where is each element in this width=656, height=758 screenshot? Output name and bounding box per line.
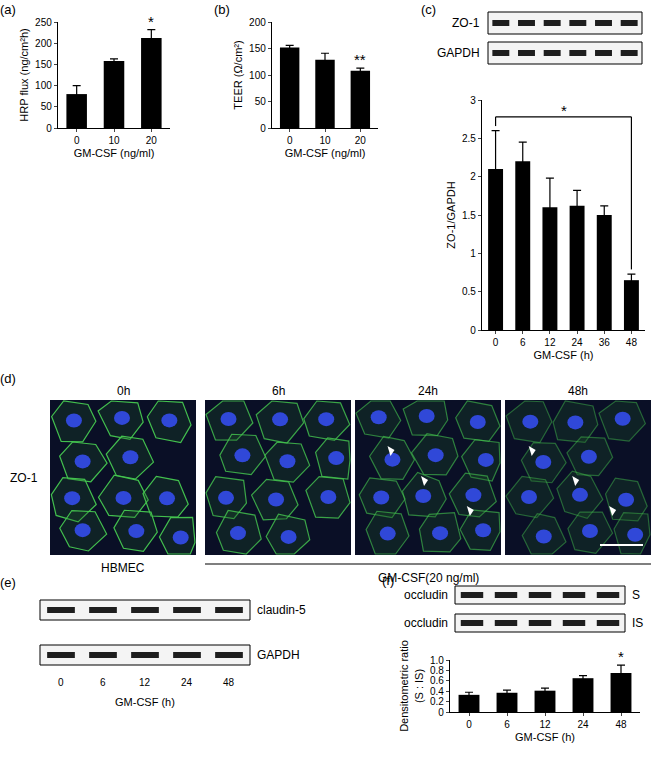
svg-text:20: 20 bbox=[146, 135, 158, 146]
svg-text:TEER (Ω/cm²): TEER (Ω/cm²) bbox=[232, 40, 244, 109]
svg-text:100: 100 bbox=[35, 80, 52, 91]
svg-text:occludin: occludin bbox=[404, 616, 448, 630]
svg-text:24: 24 bbox=[181, 677, 193, 688]
svg-text:24: 24 bbox=[577, 719, 589, 730]
svg-text:1.5: 1.5 bbox=[462, 210, 476, 221]
svg-text:0.8: 0.8 bbox=[430, 665, 444, 676]
svg-text:GM-CSF (h): GM-CSF (h) bbox=[534, 349, 594, 361]
svg-text:2.5: 2.5 bbox=[462, 133, 476, 144]
svg-text:occludin: occludin bbox=[404, 588, 448, 602]
svg-text:0: 0 bbox=[260, 123, 266, 134]
svg-text:HBMEC: HBMEC bbox=[101, 561, 145, 575]
svg-text:**: ** bbox=[354, 51, 366, 68]
svg-text:GM-CSF (ng/ml): GM-CSF (ng/ml) bbox=[285, 147, 366, 159]
svg-text:150: 150 bbox=[35, 59, 52, 70]
svg-text:150: 150 bbox=[249, 43, 266, 54]
svg-text:0: 0 bbox=[287, 135, 293, 146]
svg-text:250: 250 bbox=[35, 17, 52, 28]
svg-text:20: 20 bbox=[355, 135, 367, 146]
svg-text:*: * bbox=[561, 102, 567, 119]
svg-text:24h: 24h bbox=[418, 384, 438, 398]
svg-text:36: 36 bbox=[599, 337, 611, 348]
svg-text:12: 12 bbox=[139, 677, 151, 688]
svg-text:0.6: 0.6 bbox=[430, 675, 444, 686]
svg-text:ZO-1: ZO-1 bbox=[10, 471, 38, 485]
svg-text:1: 1 bbox=[470, 248, 476, 259]
svg-text:6: 6 bbox=[520, 337, 526, 348]
svg-text:0.5: 0.5 bbox=[462, 286, 476, 297]
svg-text:6: 6 bbox=[100, 677, 106, 688]
svg-text:*: * bbox=[618, 648, 624, 665]
svg-text:3: 3 bbox=[470, 95, 476, 106]
svg-text:0: 0 bbox=[493, 337, 499, 348]
svg-text:S: S bbox=[632, 588, 640, 602]
svg-text:10: 10 bbox=[319, 135, 331, 146]
svg-text:0: 0 bbox=[74, 135, 80, 146]
svg-text:IS: IS bbox=[632, 616, 643, 630]
svg-text:2: 2 bbox=[470, 171, 476, 182]
svg-text:Densitometric ratio(S : IS): Densitometric ratio(S : IS) bbox=[398, 640, 424, 732]
svg-text:(c): (c) bbox=[421, 2, 436, 17]
svg-text:0: 0 bbox=[470, 325, 476, 336]
svg-text:12: 12 bbox=[544, 337, 556, 348]
svg-text:(b): (b) bbox=[214, 2, 230, 17]
svg-text:GAPDH: GAPDH bbox=[257, 648, 300, 662]
svg-text:GM-CSF(20 ng/ml): GM-CSF(20 ng/ml) bbox=[378, 571, 479, 585]
svg-text:ZO-1/GAPDH: ZO-1/GAPDH bbox=[445, 181, 457, 248]
svg-text:0: 0 bbox=[438, 707, 444, 718]
svg-text:24: 24 bbox=[572, 337, 584, 348]
svg-text:100: 100 bbox=[249, 70, 266, 81]
svg-text:12: 12 bbox=[539, 719, 551, 730]
svg-text:48: 48 bbox=[615, 719, 627, 730]
svg-text:(d): (d) bbox=[0, 371, 16, 386]
svg-text:200: 200 bbox=[35, 38, 52, 49]
svg-text:0.2: 0.2 bbox=[430, 696, 444, 707]
svg-text:200: 200 bbox=[249, 17, 266, 28]
svg-text:GM-CSF (h): GM-CSF (h) bbox=[115, 696, 175, 708]
svg-text:0.4: 0.4 bbox=[430, 686, 444, 697]
svg-text:1.0: 1.0 bbox=[430, 655, 444, 666]
svg-text:ZO-1: ZO-1 bbox=[452, 16, 480, 30]
svg-text:(f): (f) bbox=[382, 573, 394, 588]
svg-text:0h: 0h bbox=[117, 384, 130, 398]
svg-text:6h: 6h bbox=[272, 384, 285, 398]
svg-text:GM-CSF (ng/ml): GM-CSF (ng/ml) bbox=[74, 147, 155, 159]
svg-text:claudin-5: claudin-5 bbox=[257, 603, 306, 617]
svg-text:(e): (e) bbox=[0, 575, 16, 590]
svg-text:10: 10 bbox=[108, 135, 120, 146]
svg-text:50: 50 bbox=[41, 101, 53, 112]
svg-text:(a): (a) bbox=[0, 2, 16, 17]
svg-text:HRP flux (ng/cm²h): HRP flux (ng/cm²h) bbox=[18, 28, 30, 121]
svg-text:*: * bbox=[148, 13, 154, 30]
svg-text:50: 50 bbox=[255, 96, 267, 107]
svg-text:6: 6 bbox=[504, 719, 510, 730]
svg-text:GM-CSF (h): GM-CSF (h) bbox=[515, 731, 575, 743]
svg-text:0: 0 bbox=[46, 123, 52, 134]
svg-text:48: 48 bbox=[223, 677, 235, 688]
svg-text:GAPDH: GAPDH bbox=[437, 46, 480, 60]
svg-text:0: 0 bbox=[466, 719, 472, 730]
svg-text:48h: 48h bbox=[568, 384, 588, 398]
svg-text:48: 48 bbox=[626, 337, 638, 348]
svg-text:0: 0 bbox=[58, 677, 64, 688]
